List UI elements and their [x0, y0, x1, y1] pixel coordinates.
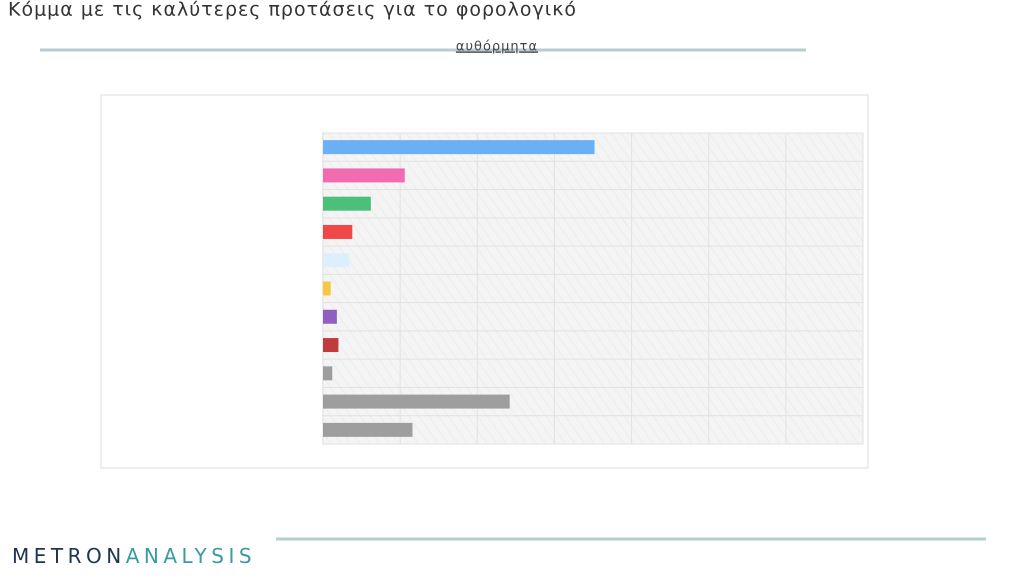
bar: [323, 140, 595, 155]
plot-area: [322, 133, 863, 444]
bar: [323, 281, 331, 296]
bar: [323, 309, 337, 324]
bar: [323, 366, 333, 381]
logo-second: ANALYSIS: [126, 544, 256, 568]
logo-first: METRON: [12, 544, 126, 568]
bar: [323, 338, 339, 353]
plot: [322, 132, 864, 445]
chart-title: Κόμμα με τις καλύτερες προτάσεις για το …: [8, 0, 577, 21]
bar: [323, 422, 413, 437]
bar: [323, 394, 510, 409]
bar: [323, 168, 405, 183]
bar: [323, 224, 353, 239]
bar: [323, 196, 371, 211]
chart-subtitle: αυθόρμητα: [456, 40, 538, 55]
logo: METRONANALYSIS: [12, 544, 256, 568]
bar: [323, 253, 350, 268]
